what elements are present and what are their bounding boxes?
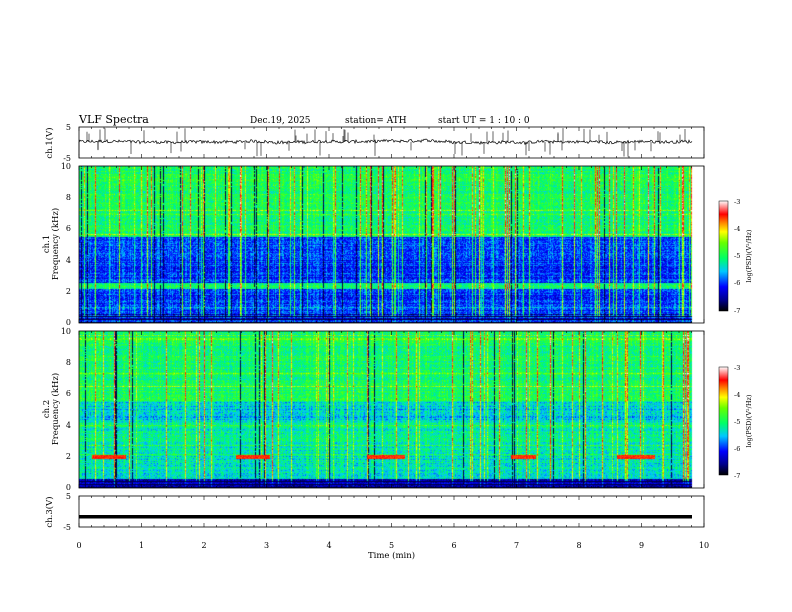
ch2-spectrogram-panel: 0 2 4 6 8 10 ch.2 Frequency (kHz) -3 -4 … xyxy=(42,327,753,492)
ch3-ytick-top: 5 xyxy=(66,492,71,501)
header-date: Dec.19, 2025 xyxy=(250,116,311,126)
ch1-waveform-panel: 5 -5 ch.1(V) xyxy=(44,123,705,163)
chart-title: VLF Spectra xyxy=(78,113,149,126)
ch1-waveform-spikes xyxy=(78,128,686,157)
ch1-spectrogram-image xyxy=(79,166,704,323)
ch1-ytick-top: 5 xyxy=(66,123,71,132)
ch2-colorbar xyxy=(718,366,729,476)
ch3-waveform-frame xyxy=(78,495,705,528)
ch1-ytick-8: 8 xyxy=(66,193,71,202)
x-axis-label: Time (min) xyxy=(368,550,415,561)
ch1-colorbar xyxy=(718,200,729,312)
ch1-spectrogram-yticks: 0 2 4 6 8 10 xyxy=(61,162,71,327)
ch2-ytick-0: 0 xyxy=(66,483,71,492)
ch1-ytick-6: 6 xyxy=(66,224,71,233)
ch1-waveform-frame xyxy=(78,126,705,159)
ch1-ytick-bottom: -5 xyxy=(63,154,71,163)
ch2-cbar-tick-m6: -6 xyxy=(734,445,740,453)
xtick-8: 8 xyxy=(576,541,581,550)
ch2-ytick-6: 6 xyxy=(66,389,71,398)
ch1-waveform-ylabel: ch.1(V) xyxy=(44,127,55,158)
ch3-ytick-bottom: -5 xyxy=(63,523,71,532)
ch1-cbar-tick-m5: -5 xyxy=(734,252,740,260)
ch3-waveform-ylabel: ch.3(V) xyxy=(44,496,55,527)
ch1-ytick-0: 0 xyxy=(66,318,71,327)
ch1-spectrogram-ylabel-top: ch.1 xyxy=(42,235,52,253)
ch2-cbar-tick-m4: -4 xyxy=(734,391,740,399)
ch2-cbar-tick-m3: -3 xyxy=(734,364,740,372)
ch2-cbar-tick-m5: -5 xyxy=(734,418,740,426)
ch1-spectrogram-ylabel: Frequency (kHz) xyxy=(50,208,61,280)
ch1-ytick-10: 10 xyxy=(61,162,71,171)
header-start-ut: start UT = 1 : 10 : 0 xyxy=(438,116,530,126)
ch2-spectrogram-yticks: 0 2 4 6 8 10 xyxy=(61,327,71,492)
xtick-3: 3 xyxy=(264,541,269,550)
ch2-ytick-4: 4 xyxy=(66,421,71,430)
ch1-ytick-2: 2 xyxy=(66,287,71,296)
xtick-0: 0 xyxy=(76,541,81,550)
xtick-6: 6 xyxy=(451,541,456,550)
ch1-spectrogram-panel: 0 2 4 6 8 10 ch.1 Frequency (kHz) xyxy=(42,162,753,327)
x-axis-minor-ticks xyxy=(78,127,705,527)
xtick-7: 7 xyxy=(514,541,519,550)
xtick-10: 10 xyxy=(699,541,709,550)
ch2-spectrogram-ylabel-top: ch.2 xyxy=(42,400,52,418)
ch2-ytick-10: 10 xyxy=(61,327,71,336)
x-axis-tick-labels: 0 1 2 3 4 5 6 7 8 9 10 xyxy=(76,541,709,550)
xtick-1: 1 xyxy=(139,541,144,550)
ch1-ytick-4: 4 xyxy=(66,256,71,265)
ch2-colorbar-label: log(PSD)(V²/Hz) xyxy=(745,394,753,447)
ch3-waveform-panel: 5 -5 ch.3(V) xyxy=(44,492,705,532)
header-station: station= ATH xyxy=(345,116,407,126)
ch2-spectrogram-image xyxy=(79,331,704,488)
xtick-2: 2 xyxy=(201,541,206,550)
ch1-cbar-tick-m7: -7 xyxy=(734,307,740,315)
xtick-9: 9 xyxy=(639,541,644,550)
ch2-ytick-2: 2 xyxy=(66,452,71,461)
ch1-cbar-tick-m6: -6 xyxy=(734,279,740,287)
ch2-cbar-tick-m7: -7 xyxy=(734,472,740,480)
xtick-4: 4 xyxy=(326,541,331,550)
xtick-5: 5 xyxy=(389,541,394,550)
ch2-ytick-8: 8 xyxy=(66,358,71,367)
ch2-spectrogram-ylabel: Frequency (kHz) xyxy=(50,373,61,445)
ch1-cbar-tick-m4: -4 xyxy=(734,225,740,233)
ch1-colorbar-label: log(PSD)(V²/Hz) xyxy=(745,229,753,282)
ch1-cbar-tick-m3: -3 xyxy=(734,198,740,206)
